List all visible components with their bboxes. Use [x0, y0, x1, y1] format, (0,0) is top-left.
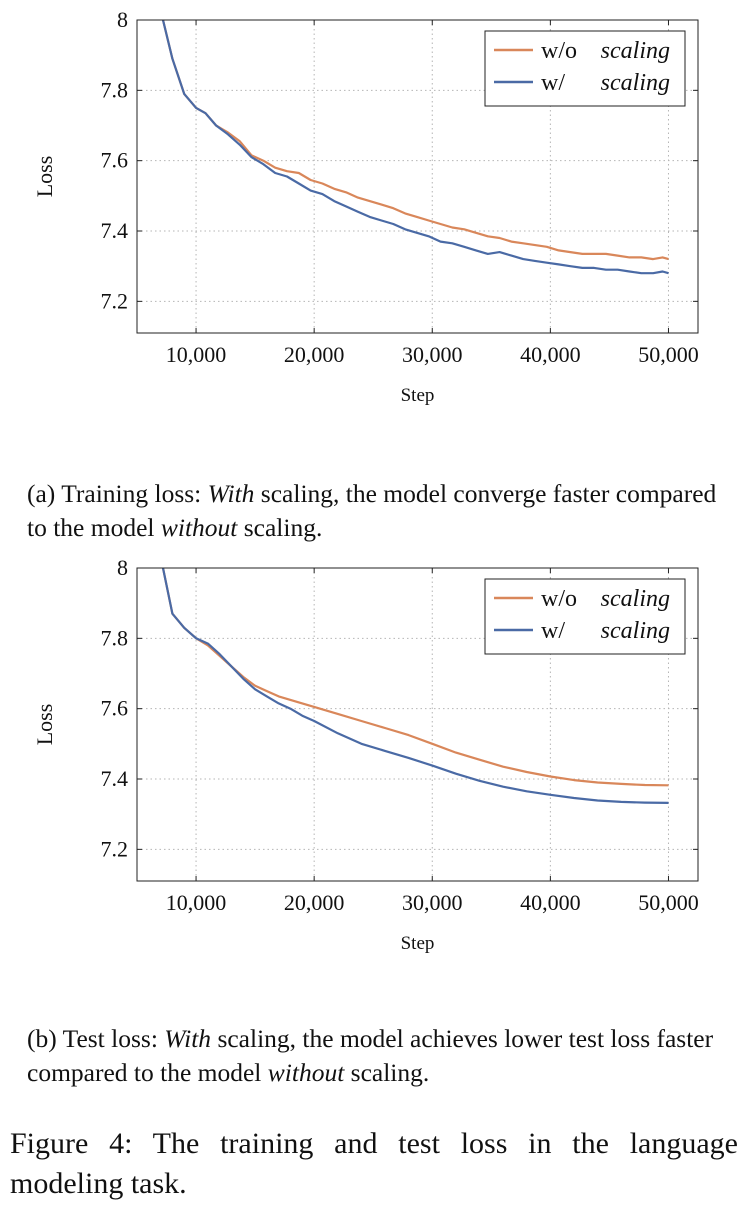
caption-b: (b) Test loss: With scaling, the model a…: [27, 1022, 732, 1090]
legend-label-prefix: w/o: [541, 586, 577, 612]
x-tick-label: 20,000: [284, 890, 345, 915]
x-tick-label: 10,000: [166, 342, 227, 367]
caption-b-prefix: (b) Test loss:: [27, 1024, 165, 1053]
y-tick-label: 7.4: [101, 218, 129, 243]
caption-b-emphasis-with: With: [164, 1024, 212, 1053]
series-line-with-scaling: [161, 20, 669, 275]
caption-a-emphasis-without: without: [160, 513, 238, 542]
legend-label-emphasis: scaling: [601, 38, 670, 64]
caption-a-emphasis-with: With: [207, 479, 255, 508]
legend-label-prefix: w/: [541, 618, 565, 644]
y-tick-label: 7.2: [101, 288, 129, 313]
caption-b-middle: scaling, the model achieves lower test l…: [27, 1024, 714, 1087]
y-tick-label: 8: [117, 555, 128, 580]
training-loss-chart: 10,000 20,000 30,000 40,000 50,000 7.2 7.4 7.6 7…: [0, 0, 756, 440]
legend-label-prefix: w/: [541, 70, 565, 96]
y-tick-label: 7.6: [101, 696, 129, 721]
y-tick-label: 7.6: [101, 148, 129, 173]
figure-caption: Figure 4: The training and test loss in …: [10, 1124, 738, 1204]
series-line-with-scaling: [161, 568, 669, 804]
caption-b-suffix: scaling.: [344, 1058, 430, 1087]
figure-caption-text: Figure 4: The training and test loss in …: [10, 1127, 738, 1200]
x-tick-label: 30,000: [402, 890, 463, 915]
plot-frame: [136, 567, 699, 882]
legend-box: [484, 30, 686, 107]
y-tick-label: 7.2: [101, 836, 129, 861]
y-tick-label: 7.4: [101, 766, 129, 791]
test-loss-svg: 10,000 20,000 30,000 40,000 50,000 7.2 7.4 7.6 7…: [32, 555, 699, 954]
training-loss-svg: 10,000 20,000 30,000 40,000 50,000 7.2 7.4 7.6 7…: [32, 7, 699, 406]
caption-a-suffix: scaling.: [237, 513, 323, 542]
x-tick-label: 10,000: [166, 890, 227, 915]
y-tick-label: 7.8: [101, 77, 129, 102]
legend-label-prefix: w/o: [541, 38, 577, 64]
caption-b-emphasis-without: without: [267, 1058, 345, 1087]
series-line-without-scaling: [161, 20, 669, 261]
y-axis-label: Loss: [32, 704, 57, 746]
caption-a-middle: scaling, the model converge faster compa…: [27, 479, 717, 542]
caption-a-prefix: (a) Training loss:: [27, 479, 208, 508]
x-axis-label: Step: [401, 933, 435, 954]
x-tick-label: 40,000: [520, 342, 581, 367]
legend: w/o scaling w/scaling: [484, 30, 686, 107]
x-axis-label: Step: [401, 385, 435, 406]
x-tick-label: 40,000: [520, 890, 581, 915]
y-tick-label: 8: [117, 7, 128, 32]
x-tick-label: 30,000: [402, 342, 463, 367]
x-tick-label: 20,000: [284, 342, 345, 367]
legend-box: [484, 578, 686, 655]
legend-label-emphasis: scaling: [601, 70, 670, 96]
y-axis-label: Loss: [32, 156, 57, 198]
y-tick-label: 7.8: [101, 625, 129, 650]
legend: w/o scaling w/scaling: [484, 578, 686, 655]
caption-a: (a) Training loss: With scaling, the mod…: [27, 477, 732, 545]
legend-label-emphasis: scaling: [601, 618, 670, 644]
test-loss-chart: 10,000 20,000 30,000 40,000 50,000 7.2 7.4 7.6 7…: [0, 548, 756, 988]
legend-label-emphasis: scaling: [601, 586, 670, 612]
series-line-without-scaling: [161, 568, 669, 787]
x-tick-label: 50,000: [638, 890, 699, 915]
x-tick-label: 50,000: [638, 342, 699, 367]
plot-frame: [136, 19, 699, 334]
